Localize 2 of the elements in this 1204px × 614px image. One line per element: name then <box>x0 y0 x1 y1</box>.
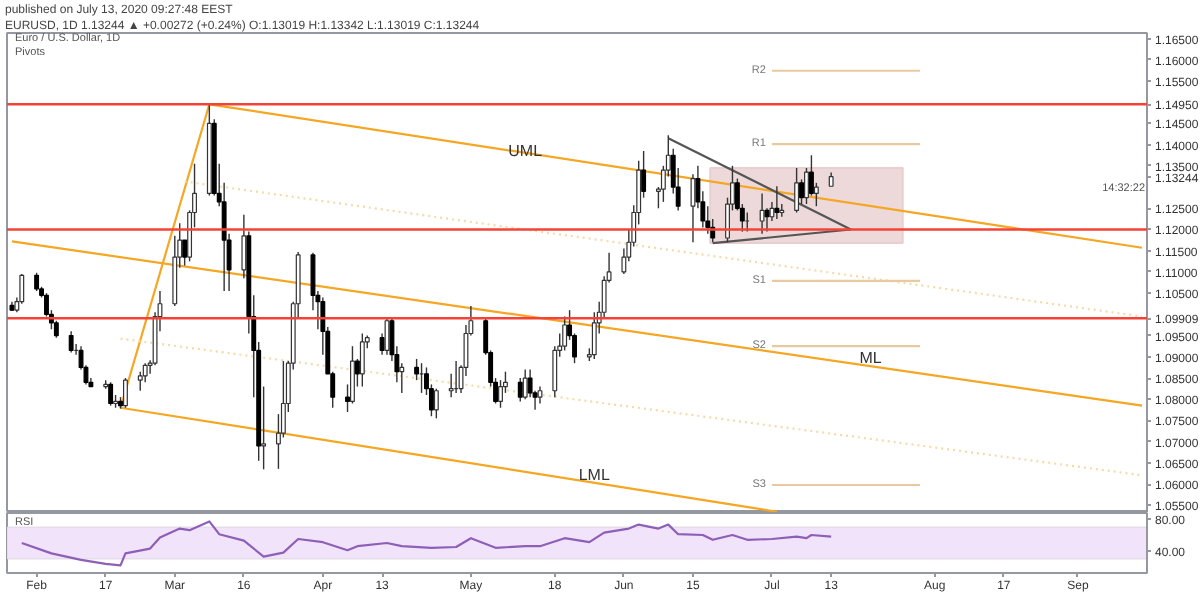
annotation: ML <box>859 349 883 368</box>
annotation: LML <box>578 466 611 485</box>
